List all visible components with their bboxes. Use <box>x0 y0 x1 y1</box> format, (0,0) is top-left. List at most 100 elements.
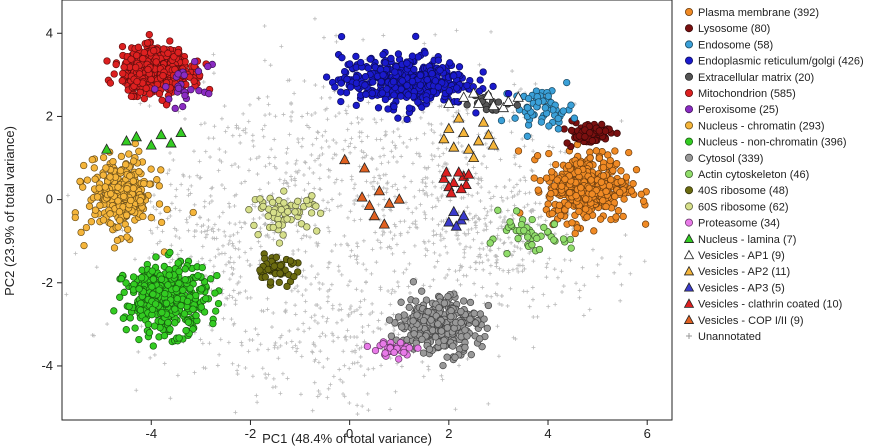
unannotated-point <box>423 181 428 186</box>
unannotated-point <box>315 129 320 134</box>
40s-ribosome-point <box>283 282 291 291</box>
nucleus-lamina-point <box>101 143 113 154</box>
unannotated-point <box>210 185 215 190</box>
unannotated-point <box>426 364 431 369</box>
endoplasmic-reticulum-golgi-point <box>408 52 417 60</box>
unannotated-point <box>374 167 379 172</box>
unannotated-point <box>574 281 579 286</box>
unannotated-point <box>359 312 364 317</box>
unannotated-point <box>233 298 238 303</box>
unannotated-point <box>245 295 250 300</box>
cytosol-point <box>385 316 394 324</box>
unannotated-point <box>423 216 428 221</box>
unannotated-point <box>237 255 242 260</box>
unannotated-point <box>378 245 383 250</box>
legend-item-mitochondrion: Mitochondrion (585) <box>685 88 796 100</box>
unannotated-point <box>361 204 366 209</box>
cytosol-point <box>405 303 413 312</box>
actin-cytoskeleton-point <box>528 215 536 224</box>
unannotated-point <box>296 289 301 294</box>
unannotated-point <box>495 324 500 329</box>
unannotated-point <box>360 404 365 409</box>
mitochondrion-point <box>118 77 126 85</box>
mitochondrion-point <box>150 47 158 55</box>
unannotated-point <box>313 158 318 163</box>
unannotated-point <box>256 239 261 244</box>
unannotated-point <box>278 335 283 340</box>
unannotated-point <box>300 293 305 298</box>
unannotated-point <box>438 133 443 138</box>
nucleus-lamina-point <box>130 130 143 142</box>
cytosol-point <box>394 313 403 321</box>
endoplasmic-reticulum-golgi-point <box>361 73 370 81</box>
unannotated-point <box>305 111 310 116</box>
plasma-membrane-point <box>613 160 621 168</box>
extracellular-matrix-point <box>513 101 521 109</box>
legend-item-unannotated: Unannotated <box>686 331 761 343</box>
unannotated-point <box>356 120 361 125</box>
unannotated-point <box>313 343 318 348</box>
endoplasmic-reticulum-golgi-point <box>357 58 365 67</box>
40s-ribosome-point <box>275 278 283 287</box>
endoplasmic-reticulum-golgi-point <box>378 89 386 97</box>
cytosol-point <box>460 297 468 305</box>
unannotated-point <box>491 194 496 199</box>
nucleus-non-chromatin-point <box>162 299 171 307</box>
unannotated-point <box>459 144 464 149</box>
unannotated-point <box>160 229 165 234</box>
plasma-membrane-point <box>609 166 617 175</box>
endoplasmic-reticulum-golgi-point <box>403 59 411 67</box>
40s-ribosome-point <box>270 262 278 270</box>
legend-label: Plasma membrane (392) <box>698 7 819 19</box>
unannotated-point <box>342 363 347 368</box>
proteasome-point <box>379 340 387 348</box>
unannotated-point <box>550 145 555 150</box>
endoplasmic-reticulum-golgi-point <box>410 65 418 74</box>
unannotated-point <box>242 220 247 225</box>
plasma-membrane-point <box>545 149 553 158</box>
plasma-membrane-point <box>637 190 645 198</box>
cytosol-point <box>476 335 484 343</box>
nucleus-non-chromatin-point <box>137 274 146 282</box>
vesicles-ap3-point <box>448 205 460 217</box>
unannotated-point <box>518 246 523 251</box>
legend-marker <box>685 7 694 16</box>
unannotated-point <box>237 239 242 244</box>
unannotated-point <box>381 185 386 190</box>
peroxisome-point <box>179 102 187 111</box>
unannotated-point <box>535 222 540 227</box>
unannotated-point <box>488 263 493 268</box>
unannotated-point <box>219 116 224 121</box>
unannotated-point <box>258 244 263 249</box>
unannotated-point <box>642 259 647 264</box>
unannotated-point <box>133 257 138 262</box>
unannotated-point <box>186 187 191 192</box>
unannotated-point <box>272 164 277 169</box>
endoplasmic-reticulum-golgi-point <box>337 32 346 41</box>
unannotated-point <box>263 113 268 118</box>
unannotated-point <box>155 241 160 246</box>
endoplasmic-reticulum-golgi-point <box>322 73 331 81</box>
unannotated-point <box>217 352 222 357</box>
unannotated-point <box>293 303 298 308</box>
endoplasmic-reticulum-golgi-point <box>394 50 403 58</box>
unannotated-point <box>406 206 411 211</box>
unannotated-point <box>397 134 402 139</box>
unannotated-point <box>558 149 563 154</box>
unannotated-point <box>255 347 260 352</box>
unannotated-point <box>272 137 277 142</box>
mitochondrion-point <box>103 57 111 65</box>
unannotated-point <box>198 215 203 220</box>
unannotated-point <box>372 117 377 122</box>
extracellular-matrix-point <box>494 98 503 106</box>
unannotated-point <box>326 386 331 391</box>
unannotated-point <box>401 270 406 275</box>
plasma-membrane-point <box>533 152 542 160</box>
unannotated-point <box>482 206 487 211</box>
unannotated-point <box>326 167 331 172</box>
unannotated-point <box>473 171 478 176</box>
unannotated-point <box>330 331 335 336</box>
unannotated-point <box>453 407 458 412</box>
unannotated-point <box>326 225 331 230</box>
unannotated-point <box>263 372 268 377</box>
